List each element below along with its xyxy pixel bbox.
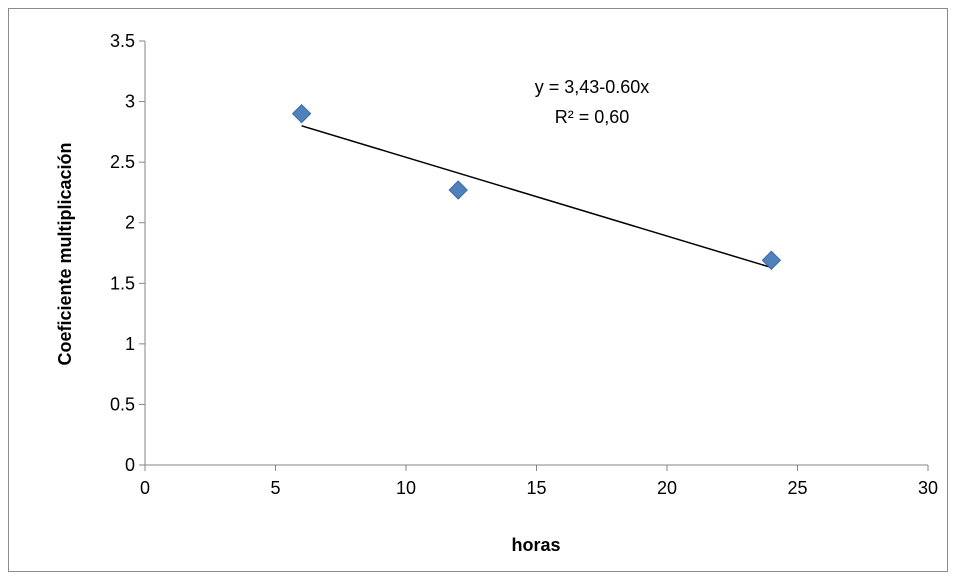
- x-tick-label: 20: [657, 478, 677, 498]
- data-points: [291, 103, 782, 270]
- y-tick-label: 2.5: [110, 152, 135, 172]
- axes: [139, 40, 929, 471]
- x-axis-title: horas: [511, 535, 560, 555]
- x-tick-label: 10: [396, 478, 416, 498]
- y-tick-label: 3: [125, 92, 135, 112]
- x-tick-label: 0: [140, 478, 150, 498]
- x-tick-label: 5: [270, 478, 280, 498]
- y-axis-title: Coeficiente multiplicación: [55, 142, 75, 365]
- x-tick-label: 25: [787, 478, 807, 498]
- r-squared-label: R² = 0,60: [555, 107, 630, 127]
- tick-labels: 0 0.5 1 1.5 2 2.5 3 3.5 0 5 10 15 20 25 30: [110, 31, 938, 498]
- x-tick-label: 15: [526, 478, 546, 498]
- x-tick-label: 30: [918, 478, 938, 498]
- data-point: [291, 103, 312, 124]
- y-tick-label: 2: [125, 213, 135, 233]
- y-tick-label: 0.5: [110, 394, 135, 414]
- chart-frame: [8, 8, 948, 572]
- data-point: [448, 180, 468, 200]
- trendline-group: [301, 125, 772, 269]
- data-point: [761, 250, 782, 270]
- y-tick-label: 1.5: [110, 273, 135, 293]
- y-tick-label: 0: [125, 455, 135, 475]
- y-tick-label: 1: [125, 334, 135, 354]
- y-tick-label: 3.5: [110, 31, 135, 51]
- trendline-equation: y = 3,43-0.60x: [535, 77, 650, 97]
- trendline: [301, 125, 772, 269]
